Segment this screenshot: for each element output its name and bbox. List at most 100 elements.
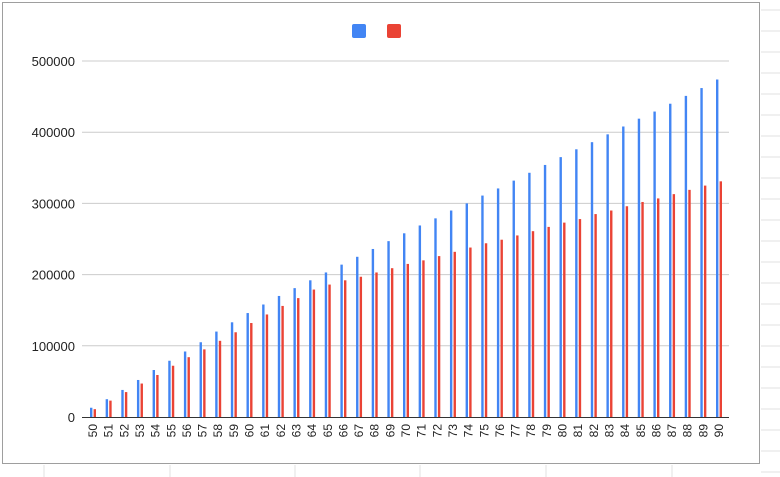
bar-series1-84[interactable] [622,126,625,418]
bar-series2-89[interactable] [703,185,707,417]
bar-series2-85[interactable] [641,201,644,417]
chart-legend[interactable] [352,24,401,38]
bar-series1-78[interactable] [528,172,531,417]
bar-series1-72[interactable] [434,218,437,417]
bar-series1-77[interactable] [512,180,515,417]
bar-series1-90[interactable] [716,79,719,417]
bar-series1-88[interactable] [684,95,688,417]
bar-series1-67[interactable] [356,256,359,417]
bar-series1-89[interactable] [700,88,703,417]
y-tick-label: 500000 [32,54,75,69]
bar-series1-60[interactable] [246,313,249,417]
x-tick-label: 75 [477,424,491,438]
x-tick-label: 58 [211,424,225,438]
bar-series2-88[interactable] [688,189,691,417]
bar-series2-82[interactable] [594,214,597,417]
bar-series2-83[interactable] [610,210,613,417]
bar-series2-64[interactable] [312,289,316,417]
bar-series2-87[interactable] [672,194,676,417]
bar-series2-76[interactable] [500,239,503,417]
bar-series2-56[interactable] [187,357,190,417]
bar-series2-74[interactable] [469,247,472,417]
bar-series2-65[interactable] [328,284,331,417]
bar-series1-82[interactable] [590,142,594,418]
bar-series2-70[interactable] [406,263,409,417]
x-tick-label: 84 [618,424,632,438]
bar-series1-64[interactable] [309,280,312,417]
bar-series2-73[interactable] [453,251,456,417]
legend-swatch-series2[interactable] [387,24,401,38]
bar-series1-75[interactable] [481,195,484,417]
bar-series1-62[interactable] [277,295,281,417]
bar-series2-79[interactable] [547,226,550,417]
bar-series2-60[interactable] [250,323,253,417]
bar-series1-74[interactable] [465,203,468,417]
bar-series1-70[interactable] [403,233,406,417]
bar-series2-53[interactable] [140,383,143,417]
bar-series1-79[interactable] [543,164,547,417]
bar-series2-86[interactable] [657,198,660,417]
chart-container[interactable] [2,2,760,464]
bar-series2-61[interactable] [265,314,269,417]
bar-series1-73[interactable] [449,210,453,417]
bar-series1-57[interactable] [199,342,202,417]
bar-series2-71[interactable] [422,260,425,417]
bar-series1-71[interactable] [418,225,422,417]
bar-series2-57[interactable] [203,349,206,417]
bar-series1-87[interactable] [669,103,672,417]
bar-series1-61[interactable] [262,304,265,418]
bar-series2-90[interactable] [719,181,722,417]
bar-series1-55[interactable] [168,360,171,417]
bar-series1-81[interactable] [575,149,578,418]
bar-series2-78[interactable] [531,231,535,417]
bar-series1-65[interactable] [324,272,328,417]
bar-series2-81[interactable] [578,219,582,417]
bar-series2-54[interactable] [156,374,159,417]
bar-series2-59[interactable] [234,332,237,417]
x-tick-label: 80 [556,424,570,438]
spreadsheet-gridlines [43,9,780,477]
bar-series2-55[interactable] [171,365,175,417]
bar-series2-72[interactable] [437,256,441,417]
bar-series1-56[interactable] [183,351,187,418]
x-tick-label: 52 [117,424,131,438]
bar-series1-54[interactable] [152,370,155,417]
bar-series1-83[interactable] [606,134,609,417]
bar-series1-69[interactable] [387,241,390,417]
bar-series1-68[interactable] [371,248,375,417]
bar-series1-63[interactable] [293,288,296,417]
bar-series2-68[interactable] [375,272,378,417]
x-tick-label: 88 [681,424,695,438]
bar-series1-58[interactable] [215,331,218,417]
bar-series1-86[interactable] [653,111,656,418]
bar-series1-53[interactable] [136,379,140,417]
legend-swatch-series1[interactable] [352,24,366,38]
bar-series1-66[interactable] [340,264,343,417]
bar-series2-66[interactable] [344,280,347,417]
bar-series2-67[interactable] [359,276,363,417]
bar-series2-62[interactable] [281,305,284,417]
bar-series2-50[interactable] [93,409,96,417]
bar-series2-75[interactable] [484,243,488,417]
bar-series2-58[interactable] [218,340,222,417]
bar-series1-80[interactable] [559,157,562,417]
x-tick-label: 66 [336,424,350,438]
bar-series2-80[interactable] [563,222,566,417]
y-tick-label: 0 [68,410,75,425]
x-tick-label: 65 [321,424,335,438]
bar-series1-52[interactable] [121,389,124,417]
bar-series1-51[interactable] [105,399,109,417]
bar-series2-63[interactable] [297,298,300,417]
bar-series1-50[interactable] [90,407,93,417]
bar-series2-51[interactable] [109,400,112,417]
bar-series2-77[interactable] [516,235,519,417]
x-tick-label: 56 [180,424,194,438]
bar-series2-52[interactable] [124,392,128,417]
bar-series1-85[interactable] [637,118,641,418]
bar-series1-59[interactable] [230,322,234,417]
bar-series2-84[interactable] [625,206,629,417]
y-tick-label: 200000 [32,268,75,283]
bar-series2-69[interactable] [390,268,394,417]
x-tick-label: 71 [415,424,429,438]
bar-series1-76[interactable] [496,188,500,417]
